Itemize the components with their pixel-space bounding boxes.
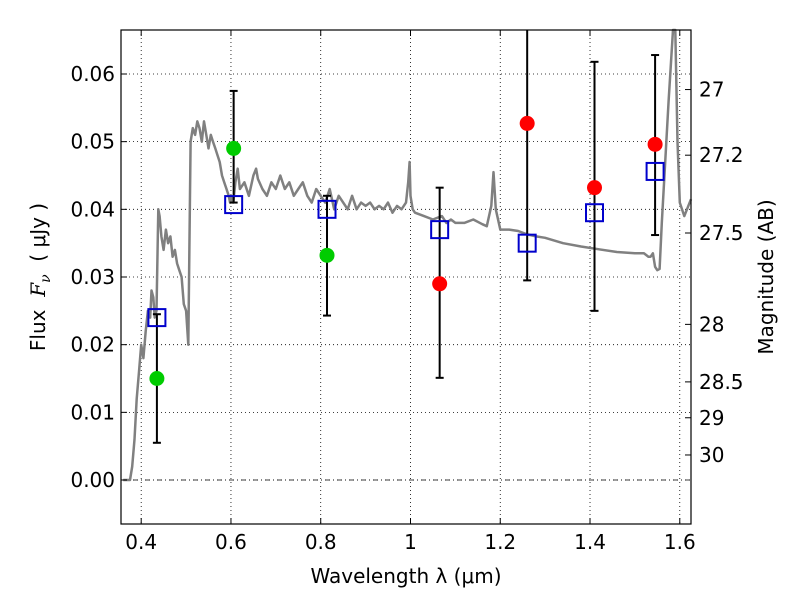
x-tick-label: 0.8 [305, 530, 337, 554]
x-tick-label: 1.4 [574, 530, 606, 554]
axis-ticks [121, 30, 691, 524]
y-tick-label: 0.00 [70, 468, 115, 492]
flux-point [226, 140, 242, 156]
flux-point [149, 371, 165, 387]
flux-point [432, 276, 448, 292]
y-axis-label-symbol: F [26, 282, 50, 298]
x-tick-label: 1.6 [664, 530, 696, 554]
mag-tick-label: 27 [699, 78, 724, 102]
y-tick-label: 0.01 [70, 400, 115, 424]
flux-point [587, 180, 603, 196]
x-tick-label: 0.4 [125, 530, 157, 554]
model-point [430, 220, 450, 240]
mag-tick-label: 27.2 [699, 143, 744, 167]
mag-tick-label: 28.5 [699, 370, 744, 394]
mag-tick-label: 30 [699, 443, 724, 467]
y-axis-label-prefix: Flux [26, 297, 50, 351]
mag-tick-label: 27.5 [699, 221, 744, 245]
y-axis-label: Flux Fν ( μJy ) [26, 203, 54, 351]
x-tick-label: 1.2 [484, 530, 516, 554]
model-point [585, 203, 605, 223]
y-axis-label-subscript: ν [38, 274, 54, 283]
model-point [517, 233, 537, 253]
y-tick-label: 0.02 [70, 333, 115, 357]
x-axis-label: Wavelength λ (μm) [310, 564, 501, 588]
flux-point [519, 115, 535, 131]
y-tick-label: 0.06 [70, 62, 115, 86]
y-tick-label: 0.03 [70, 265, 115, 289]
mag-tick-label: 29 [699, 406, 724, 430]
flux-point [319, 247, 335, 263]
y-tick-label: 0.04 [70, 197, 115, 221]
y2-axis-label: Magnitude (AB) [754, 199, 778, 354]
x-tick-label: 1 [404, 530, 417, 554]
tick-labels: 0.4 0.6 0.8 1 1.2 1.4 1.6 0.00 0.01 0.02 0.03 0.04 0… [70, 62, 743, 554]
model-point [645, 161, 665, 181]
y-axis-label-suffix: ( μJy ) [26, 203, 50, 275]
model-point [224, 195, 244, 215]
data-markers [147, 115, 665, 387]
sed-curve [123, 28, 693, 482]
sed-line [123, 28, 693, 482]
x-tick-label: 0.6 [215, 530, 247, 554]
y-tick-label: 0.05 [70, 130, 115, 154]
flux-point [647, 136, 663, 152]
mag-tick-label: 28 [699, 312, 724, 336]
model-point [147, 308, 167, 328]
model-point [317, 199, 337, 219]
